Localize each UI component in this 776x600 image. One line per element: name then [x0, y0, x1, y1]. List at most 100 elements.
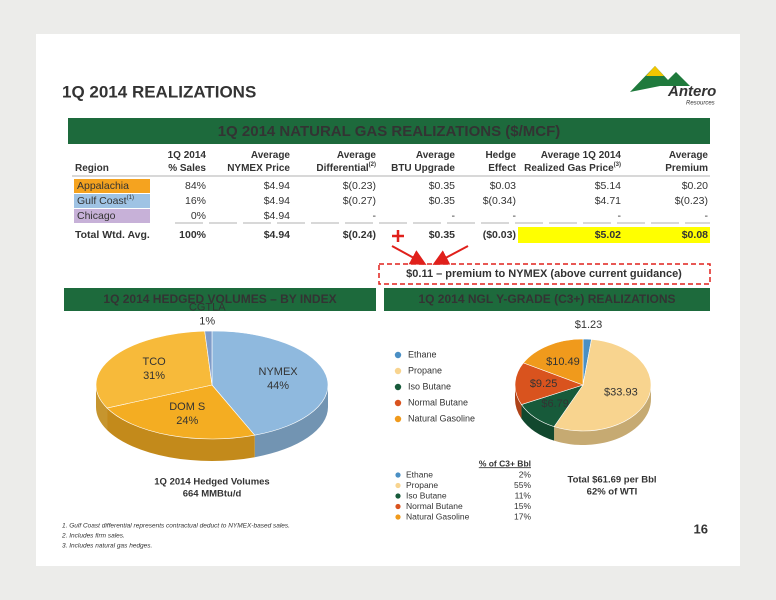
column-header: BTU Upgrade — [391, 163, 455, 174]
cell-text: - — [705, 210, 709, 222]
column-header: % Sales — [168, 163, 206, 174]
column-header: Average — [416, 150, 456, 161]
column-header-note: (2) — [369, 162, 376, 168]
legend-marker — [394, 415, 402, 423]
legend-marker — [394, 351, 402, 359]
table-cell: $0.03 — [490, 180, 516, 192]
cell-text: $5.14 — [595, 180, 621, 192]
column-header: Hedge — [485, 150, 516, 161]
table-cell: $4.94 — [264, 210, 290, 222]
column-header-line: Premium — [665, 163, 708, 174]
column-header: NYMEX Price — [227, 163, 290, 174]
pie-slice — [514, 362, 584, 405]
total-cell: ($0.03) — [483, 229, 516, 241]
pie-side — [107, 407, 255, 461]
section-bar — [384, 288, 710, 311]
legend-label: Ethane — [408, 349, 437, 359]
column-header-line: Effect — [488, 163, 516, 174]
arrow — [391, 245, 427, 265]
pie-slice — [204, 330, 213, 386]
table-cell: - — [513, 210, 517, 222]
share-name: Normal Butane — [406, 501, 463, 511]
share-value: 15% — [514, 501, 531, 511]
cell-text: $4.94 — [264, 180, 290, 192]
pie-side — [515, 385, 522, 419]
column-header-note: (3) — [614, 162, 621, 168]
share-value: 11% — [515, 490, 532, 500]
region-swatch — [74, 179, 150, 193]
column-header: Average 1Q 2014 — [541, 150, 622, 161]
column-header-line: Realized Gas Price — [524, 163, 614, 174]
table-cell: $(0.34) — [483, 195, 516, 207]
table-cell: $(0.27) — [343, 195, 376, 207]
arrow — [432, 245, 469, 265]
table-cell: $0.35 — [429, 195, 455, 207]
cell-text: 16% — [185, 195, 206, 207]
region-swatch — [74, 209, 150, 223]
section-bar — [64, 288, 376, 311]
column-header-line: Average — [337, 150, 377, 161]
cell-text: - — [452, 210, 456, 222]
pie-slice — [211, 330, 329, 436]
legend-label: Iso Butane — [408, 381, 451, 391]
table-cell: - — [618, 210, 622, 222]
total-cell: $(0.24) — [343, 229, 376, 241]
share-name: Propane — [406, 480, 438, 490]
cell-text: Gulf Coast — [77, 195, 127, 207]
logo-mountain — [630, 66, 690, 92]
table-cell: $4.71 — [595, 195, 621, 207]
column-header-line: Region — [75, 163, 109, 174]
column-header-line: Average 1Q 2014 — [541, 150, 622, 161]
cell-text: $4.71 — [595, 195, 621, 207]
share-name: Natural Gasoline — [406, 511, 470, 521]
share-value: 2% — [519, 469, 532, 479]
total-highlight — [518, 227, 710, 243]
region-name: Chicago — [77, 210, 116, 222]
slice-value: 31% — [143, 370, 165, 382]
legend-label: Propane — [408, 365, 442, 375]
column-header-line: Differential — [316, 163, 368, 174]
share-marker — [395, 493, 401, 499]
callout-box — [378, 263, 711, 285]
callout-text: $0.11 – premium to NYMEX (above current … — [406, 268, 682, 280]
logo: Antero Resources — [630, 66, 716, 107]
cell-text: - — [373, 210, 377, 222]
footnote: 2. Includes firm sales. — [61, 533, 125, 540]
share-value: 17% — [514, 511, 531, 521]
cell-text: $(0.34) — [483, 195, 516, 207]
region-note: (1) — [127, 195, 134, 201]
pie-side — [96, 385, 108, 430]
table-cell: $(0.23) — [675, 195, 708, 207]
column-header-line: % Sales — [168, 163, 206, 174]
cell-text: - — [513, 210, 517, 222]
table-cell: 16% — [185, 195, 206, 207]
column-header: Premium — [665, 163, 708, 174]
section-title: 1Q 2014 NGL Y-GRADE (C3+) REALIZATIONS — [418, 292, 675, 306]
slice-label: TCO — [142, 356, 166, 368]
banner — [68, 118, 710, 144]
column-header-line: Hedge — [485, 150, 516, 161]
logo-tagline: Resources — [686, 101, 715, 107]
pie-slice — [522, 338, 584, 386]
total-cell: 100% — [179, 229, 207, 241]
page-number: 16 — [694, 521, 708, 536]
column-header: Differential(2) — [316, 162, 376, 174]
table-cell: $0.20 — [682, 180, 708, 192]
pie-slice — [553, 339, 652, 432]
share-marker — [395, 482, 401, 489]
column-header: Average — [337, 150, 377, 161]
table-cell: $(0.23) — [343, 180, 376, 192]
cell-text: - — [618, 210, 622, 222]
slice-value: $9.25 — [530, 378, 558, 390]
slice-value: 24% — [176, 415, 198, 427]
total-note: 62% of WTI — [587, 487, 638, 498]
table-cell: $0.35 — [429, 180, 455, 192]
share-marker — [395, 472, 401, 478]
charts: 1Q 2014 HEDGED VOLUMES – BY INDEX NYMEX 44… — [95, 292, 676, 521]
column-header-line: BTU Upgrade — [391, 163, 455, 174]
slice-label: DOM S — [169, 401, 205, 413]
chart-caption: 664 MMBtu/d — [183, 489, 242, 500]
